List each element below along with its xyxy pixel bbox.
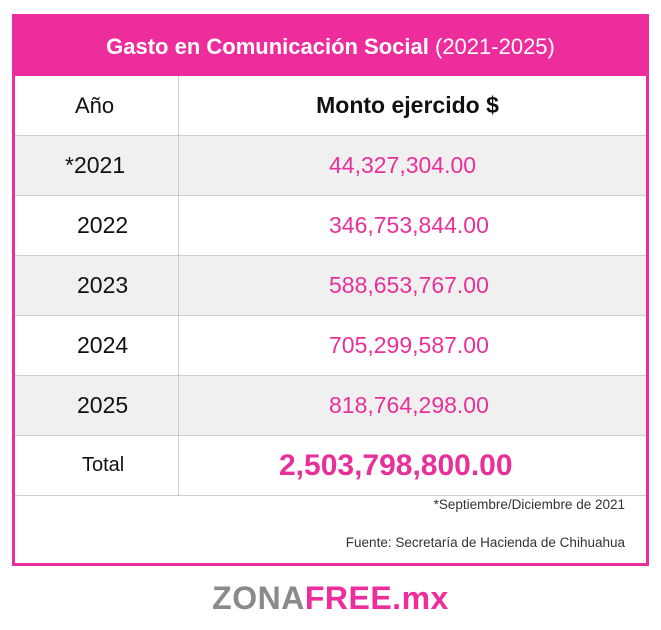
table-total-row: Total 2,503,798,800.00: [15, 436, 646, 496]
header-year: Año: [15, 76, 179, 135]
row-amount: 44,327,304.00: [329, 152, 477, 178]
footnote: *Septiembre/Diciembre de 2021: [433, 497, 625, 512]
source-note: Fuente: Secretaría de Hacienda de Chihua…: [345, 535, 625, 550]
total-label: Total: [15, 436, 179, 495]
row-amount: 588,653,767.00: [329, 272, 489, 298]
row-amount: 818,764,298.00: [329, 392, 489, 418]
table-row: 2024 705,299,587.00: [15, 316, 646, 376]
zonafree-logo: ZONAFREE.mx: [0, 580, 661, 617]
logo-part-zona: ZONA: [212, 580, 305, 616]
table-title: Gasto en Comunicación Social (2021-2025): [15, 17, 646, 76]
title-years: (2021-2025): [435, 33, 555, 59]
table-row: *2021 44,327,304.00: [15, 136, 646, 196]
table-header-row: Año Monto ejercido $: [15, 76, 646, 136]
table-row: 2025 818,764,298.00: [15, 376, 646, 436]
row-amount: 705,299,587.00: [329, 332, 489, 358]
expense-table: Año Monto ejercido $ *2021 44,327,304.00…: [15, 76, 646, 496]
row-year: 2023: [15, 256, 179, 315]
title-main: Gasto en Comunicación Social: [106, 33, 429, 59]
row-amount: 346,753,844.00: [329, 212, 489, 238]
table-row: 2023 588,653,767.00: [15, 256, 646, 316]
row-year: 2022: [15, 196, 179, 255]
row-year: *2021: [15, 136, 179, 195]
row-year: 2024: [15, 316, 179, 375]
logo-part-domain: .mx: [392, 580, 449, 616]
logo-part-free: FREE: [304, 580, 393, 616]
table-frame: Gasto en Comunicación Social (2021-2025)…: [12, 14, 649, 566]
total-amount: 2,503,798,800.00: [279, 448, 513, 482]
row-year: 2025: [15, 376, 179, 435]
header-amount: Monto ejercido $: [316, 92, 499, 118]
table-row: 2022 346,753,844.00: [15, 196, 646, 256]
